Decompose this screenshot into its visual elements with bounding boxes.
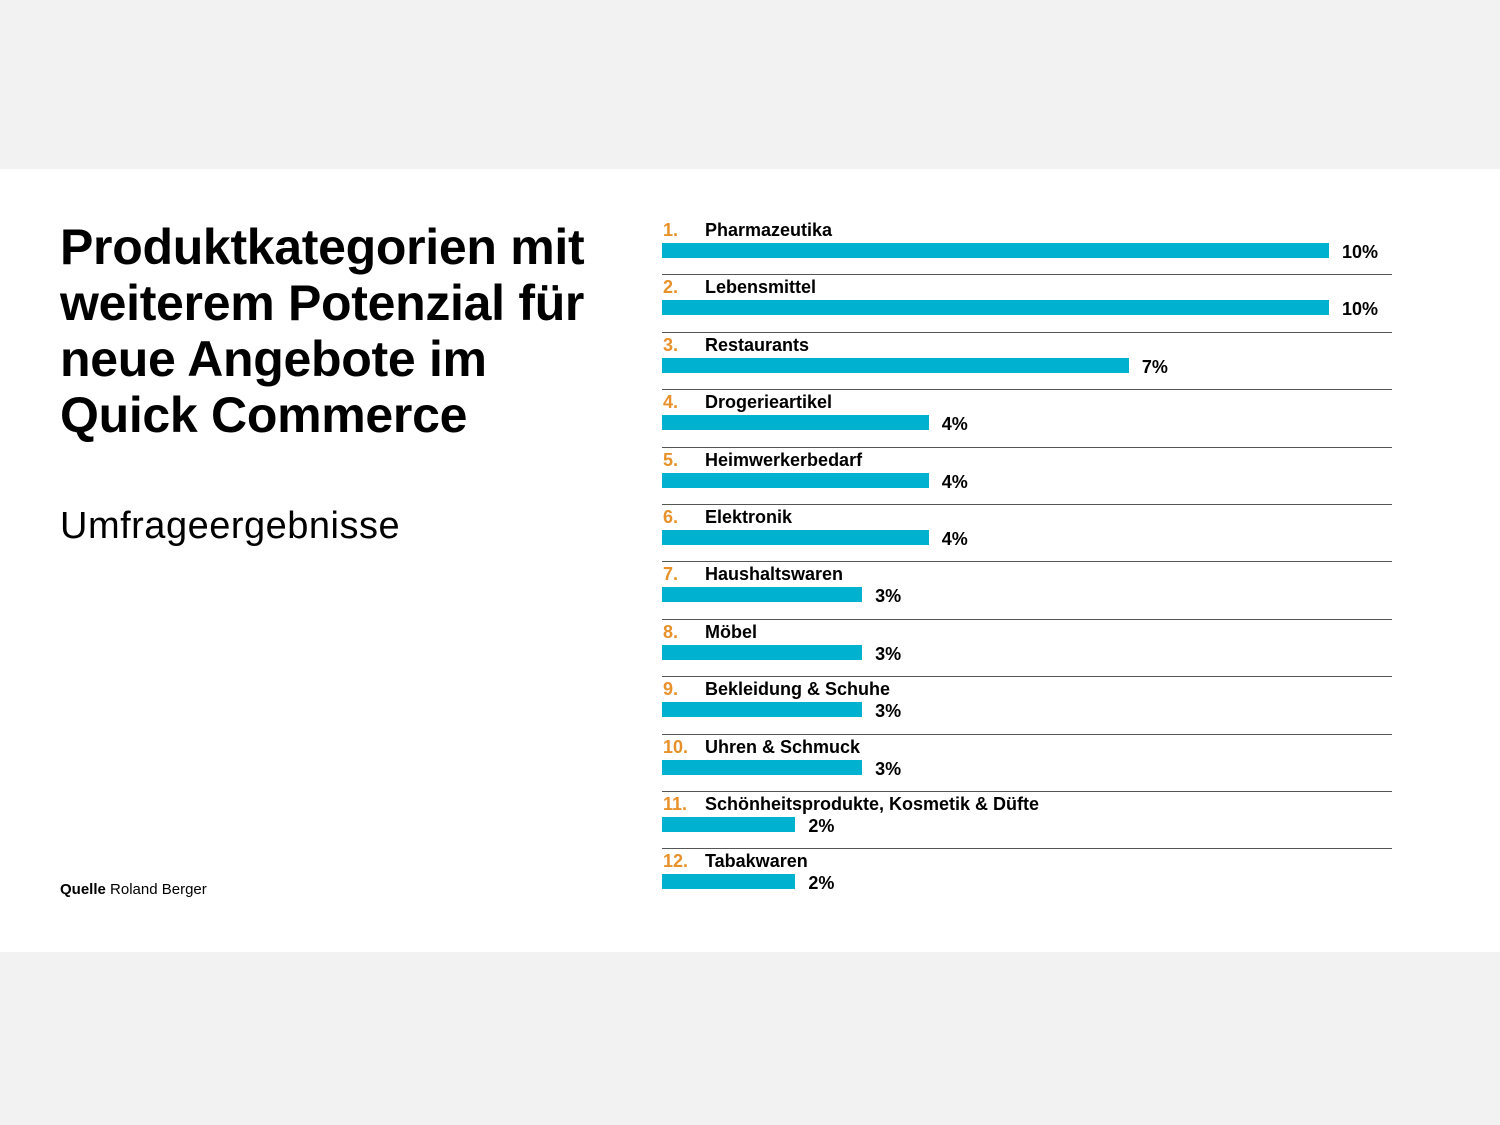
chart-row: 8. Möbel 3% (662, 620, 1392, 678)
value-label: 3% (875, 701, 902, 722)
value-label: 3% (875, 643, 902, 664)
bar (662, 415, 929, 431)
category-label: Drogerieartikel (705, 392, 833, 413)
chart-subtitle: Umfrageergebnisse (60, 505, 401, 547)
rank-label: 10. (663, 736, 689, 757)
bar (662, 816, 796, 832)
rank-label: 9. (663, 679, 679, 700)
rank-label: 1. (663, 220, 679, 240)
value-label: 10% (1342, 299, 1379, 320)
chart-row: 12. Tabakwaren 2% (662, 849, 1392, 906)
value-label: 10% (1342, 242, 1379, 262)
rank-label: 6. (663, 506, 679, 527)
category-label: Pharmazeutika (705, 220, 833, 240)
value-label: 2% (808, 873, 835, 894)
bar (662, 587, 863, 603)
chart-row: 11. Schönheitsprodukte, Kosmetik & Düfte 2… (662, 792, 1392, 850)
rank-label: 2. (663, 277, 679, 298)
category-label: Elektronik (705, 506, 793, 527)
value-label: 4% (941, 528, 968, 549)
value-label: 4% (941, 414, 968, 435)
value-label: 4% (941, 471, 968, 492)
rank-label: 11. (663, 793, 688, 814)
category-label: Uhren & Schmuck (705, 736, 861, 757)
rank-label: 7. (663, 564, 679, 585)
bar (662, 357, 1129, 373)
bar (662, 300, 1329, 316)
category-label: Tabakwaren (705, 851, 808, 872)
source-note: Quelle Roland Berger (60, 881, 207, 898)
chart-row: 7. Haushaltswaren 3% (662, 562, 1392, 620)
chart-row: 1. Pharmazeutika 10% (662, 218, 1392, 276)
bar (662, 529, 929, 545)
chart-title: Produktkategorien mit weiterem Potenzial… (60, 219, 585, 443)
bar-chart: 1. Pharmazeutika 10% 2. Lebensmittel 10% 3. Res… (662, 218, 1392, 907)
bar (662, 874, 796, 890)
category-label: Lebensmittel (705, 277, 817, 298)
rank-label: 3. (663, 334, 679, 355)
category-label: Schönheitsprodukte, Kosmetik & Düfte (705, 793, 1040, 814)
category-label: Restaurants (705, 334, 810, 355)
category-label: Möbel (705, 621, 757, 642)
bar (662, 759, 863, 775)
value-label: 2% (808, 815, 835, 836)
chart-row: 9. Bekleidung & Schuhe 3% (662, 677, 1392, 735)
rank-label: 12. (663, 851, 689, 872)
value-label: 7% (1141, 356, 1168, 377)
chart-row: 10. Uhren & Schmuck 3% (662, 735, 1392, 792)
chart-row: 3. Restaurants 7% (662, 333, 1392, 391)
chart-card: Produktkategorien mit weiterem Potenzial… (0, 169, 1500, 952)
bar (662, 243, 1329, 258)
chart-row: 2. Lebensmittel 10% (662, 275, 1392, 333)
category-label: Haushaltswaren (705, 564, 844, 585)
chart-row: 4. Drogerieartikel 4% (662, 390, 1392, 448)
chart-row: 5. Heimwerkerbedarf 4% (662, 448, 1392, 505)
value-label: 3% (875, 586, 902, 607)
bar (662, 472, 929, 488)
category-label: Heimwerkerbedarf (705, 449, 863, 470)
chart-row: 6. Elektronik 4% (662, 505, 1392, 563)
bar (662, 644, 863, 660)
rank-label: 4. (663, 392, 679, 413)
category-label: Bekleidung & Schuhe (705, 679, 891, 700)
rank-label: 8. (663, 621, 679, 642)
source-value: Roland Berger (110, 881, 207, 898)
value-label: 3% (875, 758, 902, 779)
source-label: Quelle (60, 881, 106, 898)
bar (662, 702, 863, 718)
rank-label: 5. (663, 449, 679, 470)
